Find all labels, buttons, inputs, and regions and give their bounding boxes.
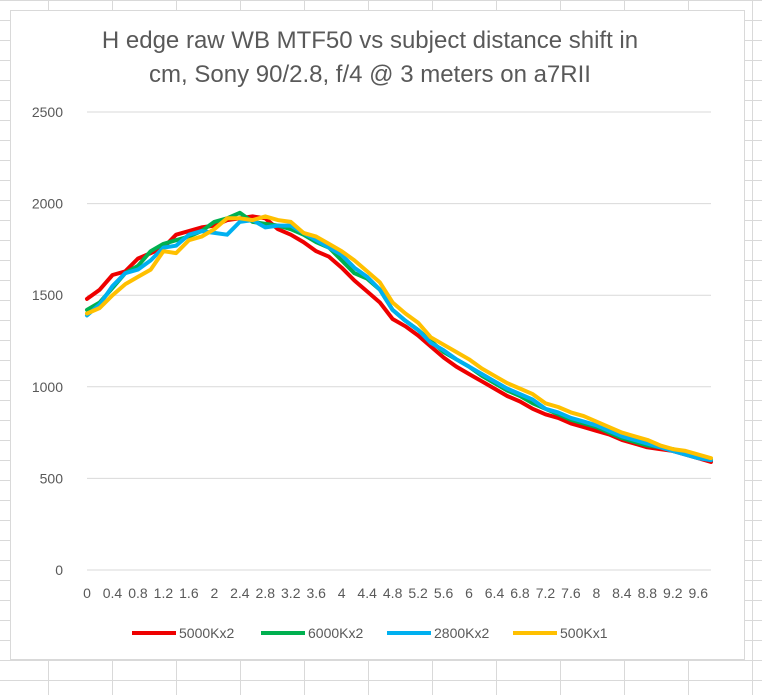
- x-tick-label: 3.6: [306, 585, 326, 601]
- legend-label: 6000Kx2: [308, 625, 363, 641]
- chart-title-line-1: H edge raw WB MTF50 vs subject distance …: [102, 27, 638, 54]
- x-tick-label: 6.4: [485, 585, 505, 601]
- x-tick-label: 5.2: [408, 585, 428, 601]
- x-tick-label: 2.8: [256, 585, 276, 601]
- x-tick-label: 4.8: [383, 585, 403, 601]
- y-tick-label: 1500: [32, 287, 63, 303]
- x-tick-label: 7.2: [536, 585, 556, 601]
- x-tick-label: 6: [465, 585, 473, 601]
- x-tick-label: 1.2: [154, 585, 174, 601]
- x-tick-label: 2: [210, 585, 218, 601]
- x-tick-label: 9.2: [663, 585, 683, 601]
- legend-label: 500Kx1: [560, 625, 608, 641]
- x-tick-label: 0: [83, 585, 91, 601]
- chart-area[interactable]: [10, 10, 745, 660]
- x-tick-label: 0.8: [128, 585, 148, 601]
- x-tick-label: 8.8: [638, 585, 658, 601]
- y-tick-label: 1000: [32, 379, 63, 395]
- chart-title-line-2: cm, Sony 90/2.8, f/4 @ 3 meters on a7RII: [149, 61, 591, 88]
- x-tick-label: 3.2: [281, 585, 301, 601]
- x-tick-label: 4: [338, 585, 346, 601]
- x-tick-label: 5.6: [434, 585, 454, 601]
- x-tick-label: 4.4: [357, 585, 377, 601]
- x-tick-label: 6.8: [510, 585, 530, 601]
- x-tick-label: 2.4: [230, 585, 250, 601]
- legend-item-2800Kx2: 2800Kx2: [387, 625, 489, 641]
- series-lines: [85, 210, 713, 464]
- y-tick-label: 2000: [32, 196, 63, 212]
- y-tick-label: 500: [40, 470, 64, 486]
- y-axis-tick-labels: 0 500 1000 1500 2000 2500: [32, 104, 63, 578]
- y-tick-label: 0: [55, 562, 63, 578]
- legend-label: 2800Kx2: [434, 625, 489, 641]
- x-tick-label: 8.4: [612, 585, 632, 601]
- series-line-2800Kx2: [85, 218, 713, 463]
- x-tick-label: 9.6: [689, 585, 709, 601]
- x-tick-label: 8: [592, 585, 600, 601]
- legend: 5000Kx2 6000Kx2 2800Kx2 500Kx1: [132, 625, 608, 641]
- x-tick-label: 1.6: [179, 585, 199, 601]
- y-tick-label: 2500: [32, 104, 63, 120]
- x-axis-tick-labels: 0 0.4 0.8 1.2 1.6 2 2.4 2.8 3.2 3.6 4 4.4 4.8 5.2 5.6 6…: [83, 585, 708, 601]
- x-tick-label: 0.4: [103, 585, 123, 601]
- legend-label: 5000Kx2: [179, 625, 234, 641]
- series-line-5000Kx2: [85, 214, 713, 464]
- series-line-500Kx1: [85, 214, 713, 461]
- legend-item-500Kx1: 500Kx1: [513, 625, 608, 641]
- gridlines: [87, 111, 711, 571]
- x-tick-label: 7.6: [561, 585, 581, 601]
- legend-item-5000Kx2: 5000Kx2: [132, 625, 234, 641]
- legend-item-6000Kx2: 6000Kx2: [261, 625, 363, 641]
